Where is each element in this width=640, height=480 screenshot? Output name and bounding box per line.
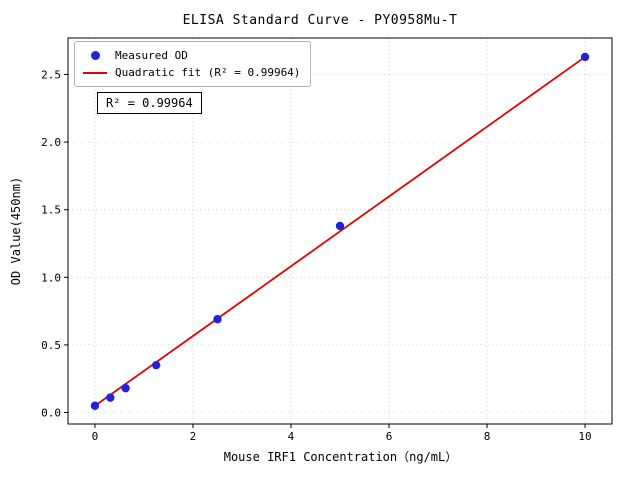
svg-text:6: 6 <box>386 430 393 443</box>
legend-item-measured-od: Measured OD <box>82 47 300 64</box>
legend-label-measured-od: Measured OD <box>115 49 188 62</box>
fit-line-icon <box>83 71 107 74</box>
legend-item-quadratic-fit: Quadratic fit (R² = 0.99964) <box>82 64 300 81</box>
svg-text:8: 8 <box>484 430 491 443</box>
x-axis-label: Mouse IRF1 Concentration（ng/mL） <box>223 450 458 464</box>
fit-line-marker-area <box>82 71 108 74</box>
chart-title: ELISA Standard Curve - PY0958Mu-T <box>182 13 458 28</box>
svg-text:2: 2 <box>190 430 197 443</box>
svg-text:0.5: 0.5 <box>41 339 61 352</box>
svg-text:0.0: 0.0 <box>41 407 61 420</box>
svg-text:2.0: 2.0 <box>41 136 61 149</box>
legend: Measured OD Quadratic fit (R² = 0.99964) <box>74 41 312 87</box>
measured-od-marker-area <box>82 51 108 60</box>
svg-text:2.5: 2.5 <box>41 69 61 82</box>
svg-text:4: 4 <box>288 430 295 443</box>
y-axis-label: OD Value(450nm) <box>9 176 23 286</box>
svg-text:0: 0 <box>92 430 99 443</box>
svg-text:1.5: 1.5 <box>41 204 61 217</box>
r-squared-annotation: R² = 0.99964 <box>97 92 202 114</box>
legend-label-quadratic-fit: Quadratic fit (R² = 0.99964) <box>115 66 301 79</box>
svg-text:10: 10 <box>578 430 591 443</box>
measured-od-dot-icon <box>90 51 100 60</box>
svg-text:1.0: 1.0 <box>41 271 61 284</box>
